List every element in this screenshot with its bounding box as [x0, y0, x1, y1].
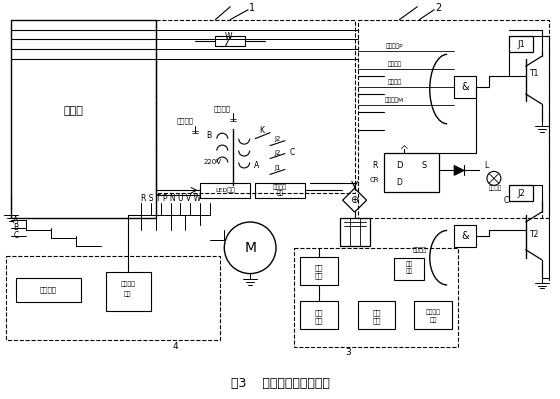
Bar [16, 278, 81, 302]
Text: ⊕: ⊕ [351, 195, 359, 205]
Text: M: M [244, 241, 256, 255]
Bar [11, 20, 156, 218]
Text: 多台制动: 多台制动 [214, 106, 231, 112]
Text: 过压保护: 过压保护 [488, 186, 501, 191]
Bar [385, 152, 439, 192]
Bar [414, 301, 452, 329]
Bar [454, 76, 476, 98]
Text: C: C [503, 196, 508, 205]
Text: 变频停机: 变频停机 [412, 247, 426, 253]
Text: 交流接触P: 交流接触P [386, 43, 403, 49]
Text: 单元: 单元 [124, 292, 132, 297]
Text: 电阻: 电阻 [315, 317, 323, 324]
Text: A: A [13, 215, 18, 225]
Text: 单元: 单元 [277, 190, 283, 196]
Text: 反向运行: 反向运行 [388, 79, 402, 85]
Text: &: & [461, 231, 469, 241]
Bar [294, 248, 458, 347]
Text: J1: J1 [517, 40, 525, 49]
Text: R S T P N U V W: R S T P N U V W [141, 194, 200, 203]
Text: 故障预判: 故障预判 [273, 184, 287, 190]
Text: 制动: 制动 [315, 265, 323, 271]
Text: S: S [422, 161, 427, 170]
Bar [156, 20, 354, 193]
Text: J1: J1 [275, 166, 281, 172]
Text: 控制: 控制 [372, 309, 381, 316]
Bar [340, 218, 370, 246]
Text: T2: T2 [530, 230, 539, 239]
Text: 图3    变频器控制绞车方案: 图3 变频器控制绞车方案 [231, 377, 329, 390]
Text: 3: 3 [345, 348, 351, 358]
Text: 空气: 空气 [406, 262, 413, 267]
Text: C: C [290, 148, 295, 157]
Bar [454, 225, 476, 247]
Text: LED显示: LED显示 [216, 188, 235, 193]
Text: W: W [225, 32, 232, 41]
Text: 故障预判: 故障预判 [120, 282, 136, 287]
Text: J2: J2 [517, 189, 525, 198]
Bar [358, 20, 549, 218]
Text: K: K [260, 126, 264, 135]
Text: C: C [13, 231, 18, 241]
Polygon shape [454, 166, 464, 176]
Text: 正向运行: 正向运行 [388, 61, 402, 67]
Text: 本车制动: 本车制动 [177, 118, 194, 124]
Text: D: D [396, 161, 403, 170]
Text: B: B [13, 223, 18, 233]
Text: R: R [372, 161, 377, 170]
Bar [216, 36, 245, 46]
Text: T1: T1 [530, 69, 539, 78]
Bar [6, 256, 220, 340]
Text: &: & [461, 82, 469, 92]
Text: 测速电阻: 测速电阻 [40, 286, 57, 293]
Bar [509, 36, 533, 52]
Text: 2: 2 [435, 3, 441, 13]
Text: J2: J2 [275, 150, 281, 156]
Bar [358, 301, 395, 329]
Bar [106, 272, 151, 311]
Text: L: L [484, 161, 488, 170]
Text: 制动: 制动 [315, 309, 323, 316]
Text: A: A [254, 161, 259, 170]
Text: 开关: 开关 [406, 269, 413, 275]
Text: 单元: 单元 [430, 318, 437, 323]
Text: 单元: 单元 [372, 317, 381, 324]
Text: B: B [206, 131, 211, 140]
Text: 变频器: 变频器 [63, 106, 83, 116]
Text: 交流接触M: 交流接触M [385, 97, 404, 103]
Bar [300, 257, 338, 284]
Text: 1: 1 [249, 3, 255, 13]
Bar [394, 258, 424, 280]
Text: D: D [396, 178, 402, 187]
Text: CR: CR [370, 177, 379, 184]
Text: 变频停机: 变频停机 [426, 310, 441, 315]
Text: J2: J2 [275, 136, 281, 142]
Bar [255, 183, 305, 198]
Text: 单元: 单元 [315, 272, 323, 279]
Text: 220V: 220V [203, 160, 221, 166]
Bar [300, 301, 338, 329]
Bar [509, 185, 533, 201]
Text: 4: 4 [172, 342, 178, 351]
Bar [200, 183, 250, 198]
